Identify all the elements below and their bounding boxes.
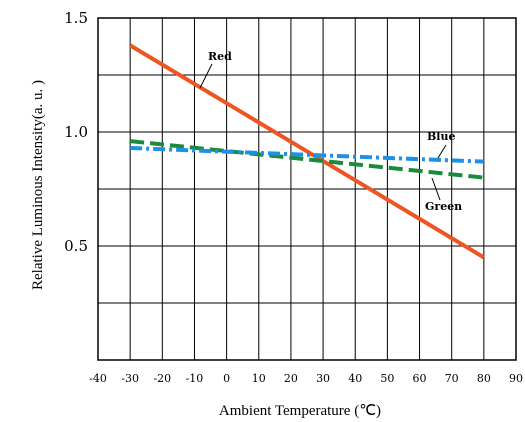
series-label-leaders — [199, 63, 447, 201]
x-tick-labels: -40 -30 -20 -10 0 10 20 30 40 50 60 70 80 90 — [89, 372, 523, 385]
y-tick-label: 1.0 — [64, 123, 88, 141]
x-tick-label: 30 — [316, 372, 330, 385]
x-tick-label: 0 — [223, 372, 230, 385]
series-label-blue: Blue — [427, 130, 455, 143]
leader-line-green — [431, 177, 441, 201]
x-tick-label: 80 — [477, 372, 491, 385]
x-axis-label: Ambient Temperature (℃) — [219, 403, 381, 419]
series-label-red: Red — [208, 50, 232, 63]
x-tick-label: -30 — [121, 372, 139, 385]
x-tick-label: 20 — [284, 372, 298, 385]
y-tick-label: 0.5 — [64, 237, 88, 255]
leader-line-red — [199, 63, 213, 89]
y-axis-label: Relative Luminous Intensity(a. u. ) — [30, 80, 46, 290]
x-tick-label: 50 — [380, 372, 394, 385]
series-lines — [129, 43, 485, 260]
x-tick-label: 10 — [252, 372, 266, 385]
x-tick-label: 60 — [413, 372, 427, 385]
plot-frame — [97, 17, 517, 361]
x-tick-label: 40 — [348, 372, 362, 385]
series-label-green: Green — [425, 200, 462, 213]
x-tick-label: -20 — [153, 372, 171, 385]
y-tick-labels: 0.5 1.0 1.5 — [64, 9, 88, 255]
grid — [97, 18, 517, 360]
x-tick-label: -10 — [186, 372, 204, 385]
y-tick-label: 1.5 — [64, 9, 88, 27]
x-tick-label: -40 — [89, 372, 107, 385]
series-line-blue — [130, 145, 484, 164]
x-tick-label: 70 — [445, 372, 459, 385]
series-line-red — [129, 43, 485, 260]
leader-line-blue — [437, 144, 447, 159]
x-tick-label: 90 — [509, 372, 523, 385]
